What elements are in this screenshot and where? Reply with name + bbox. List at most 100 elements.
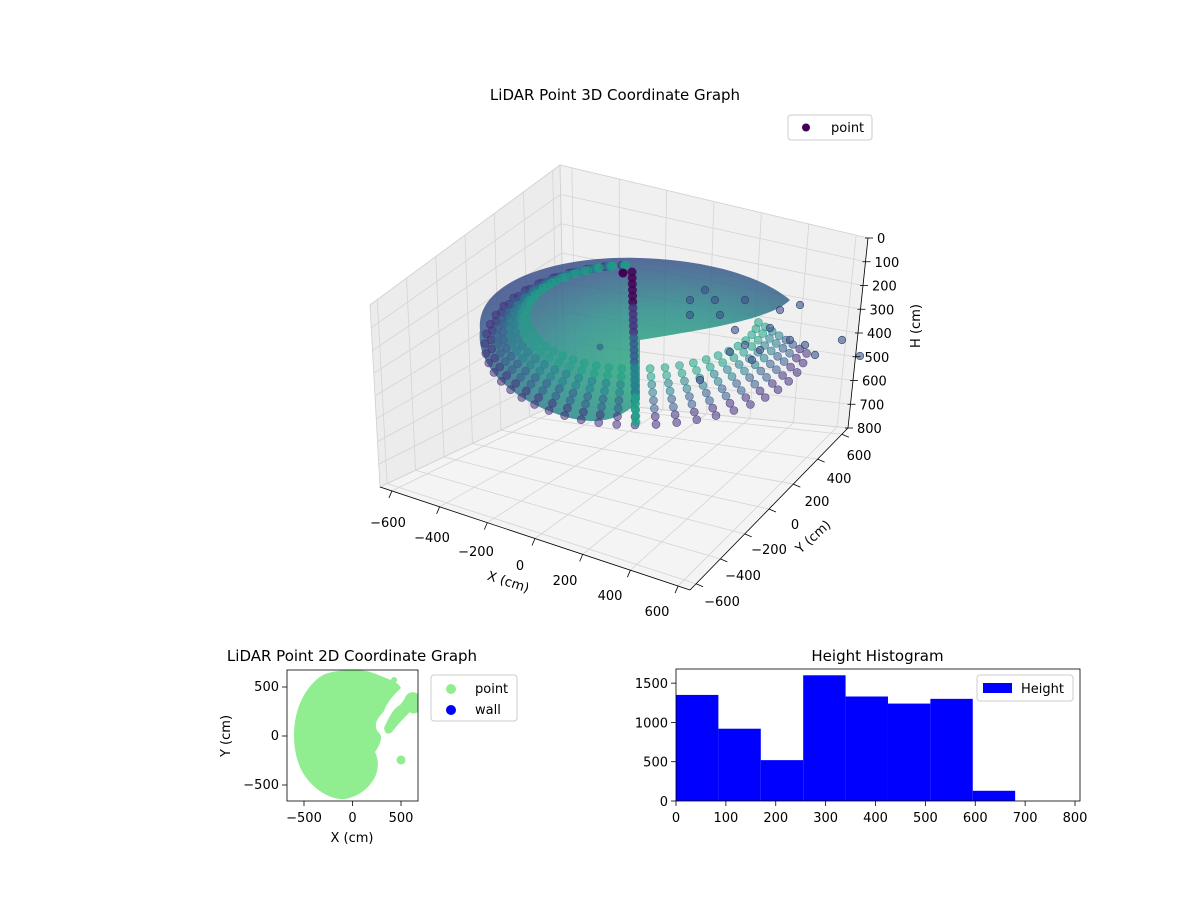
point-marker: [689, 407, 699, 417]
point-marker: [798, 358, 808, 368]
point-marker: [648, 388, 658, 397]
series-point-2d: [294, 670, 418, 800]
x-axis-line: [379, 486, 691, 591]
point-marker: [535, 366, 545, 376]
x-tick-mark: [483, 522, 488, 530]
x-tick-label-hist: 100: [713, 811, 738, 826]
legend-2d: point wall: [430, 674, 518, 722]
x-tick-label-hist: 800: [1063, 811, 1088, 826]
z-tick-label: 0: [877, 232, 885, 247]
legend-hist: Height: [976, 674, 1074, 702]
z-tick-label: 300: [870, 303, 895, 318]
point-marker: [765, 323, 775, 333]
point-marker: [747, 330, 757, 340]
point-marker: [601, 378, 611, 388]
point-marker: [534, 393, 543, 402]
point-marker: [747, 355, 757, 365]
point-marker: [785, 335, 795, 345]
grid-line: [369, 164, 561, 306]
histogram-bar: [930, 698, 973, 801]
point-marker: [727, 372, 737, 381]
point-marker: [692, 366, 701, 375]
point-marker: [507, 365, 517, 375]
grid-line: [371, 194, 561, 329]
histogram-bar: [803, 675, 846, 801]
x-tick-mark: [436, 506, 440, 514]
point-marker: [765, 334, 774, 343]
histogram-bar: [845, 696, 888, 801]
x-tick-label-hist: 300: [813, 811, 838, 826]
point-marker: [492, 331, 502, 341]
point-marker: [779, 357, 789, 366]
grid-line: [472, 443, 770, 510]
point-marker: [560, 411, 569, 420]
point-marker: [496, 376, 506, 386]
point-marker: [773, 385, 783, 395]
point-marker: [585, 384, 595, 394]
point-marker: [664, 378, 673, 388]
point-marker: [855, 351, 865, 361]
legend-marker-wall: [446, 705, 456, 715]
point-markers-3d: [480, 260, 865, 430]
point-marker: [837, 335, 847, 345]
point-marker: [517, 341, 527, 350]
point-marker: [736, 386, 746, 395]
point-marker: [536, 287, 545, 297]
y-tick-mark: [744, 533, 752, 538]
point-marker: [765, 359, 775, 369]
point-marker: [672, 418, 682, 427]
point-marker: [598, 394, 608, 404]
point-marker: [486, 335, 496, 345]
legend-marker-height: [983, 683, 1012, 693]
y-tick-label-hist: 0: [660, 795, 668, 810]
point-marker: [506, 385, 515, 395]
y-tick-mark: [720, 558, 728, 563]
grid-line: [415, 469, 721, 560]
z-tick-label: 100: [875, 256, 900, 271]
grid-line: [560, 193, 866, 263]
y-axis-line: [689, 427, 849, 591]
point-marker: [534, 336, 544, 345]
point-marker: [513, 359, 522, 369]
legend-label-wall: wall: [475, 703, 501, 718]
y-tick-label: −600: [704, 595, 740, 610]
point-marker: [756, 366, 766, 376]
grid-line: [500, 429, 794, 485]
point-marker: [680, 376, 689, 386]
point-marker: [571, 269, 581, 278]
point-marker: [645, 364, 655, 373]
grid-line: [529, 416, 818, 460]
grid-line: [379, 399, 566, 488]
point-marker: [594, 418, 604, 427]
point-marker: [613, 412, 622, 421]
x-tick-mark: [388, 490, 393, 499]
point-marker: [558, 351, 568, 360]
point-marker: [618, 268, 628, 278]
point-marker: [669, 402, 678, 412]
point-marker: [513, 334, 523, 343]
point-marker: [604, 363, 614, 372]
point-marker: [649, 404, 659, 413]
chart-2d: LiDAR Point 2D Coordinate Graph −500 0 5…: [219, 647, 518, 846]
point-marker: [505, 331, 515, 341]
legend-label-point: point: [831, 121, 864, 136]
point-marker: [517, 393, 527, 402]
point-marker: [662, 370, 672, 380]
point-marker: [596, 343, 604, 351]
point-marker: [733, 341, 743, 351]
point-marker: [688, 358, 698, 368]
point-marker: [701, 388, 711, 398]
point-marker: [685, 310, 695, 320]
point-marker: [502, 343, 511, 353]
histogram-bar: [760, 760, 804, 801]
point-marker: [550, 365, 560, 374]
z-axis-label-3d: H (cm): [909, 304, 924, 348]
point-marker: [512, 346, 521, 356]
y-ticks-3d: −600 −400 −200 0 200 400 600: [704, 449, 871, 610]
point-marker: [506, 351, 516, 361]
grid-line: [372, 223, 562, 351]
point-marker: [603, 370, 612, 380]
point-marker: [576, 415, 586, 425]
point-marker: [589, 368, 599, 378]
point-marker: [722, 365, 732, 374]
